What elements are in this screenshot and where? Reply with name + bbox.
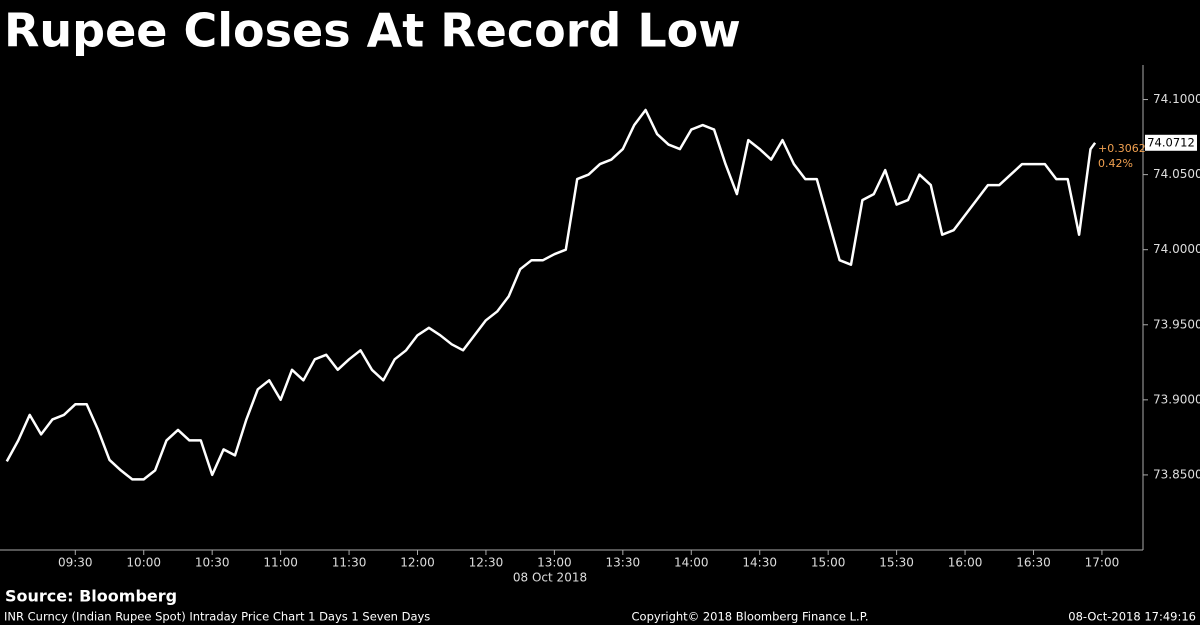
x-tick-label: 10:30: [195, 556, 230, 570]
x-tick-label: 09:30: [58, 556, 93, 570]
x-tick-label: 17:00: [1085, 556, 1120, 570]
footer-right: 08-Oct-2018 17:49:16: [1068, 610, 1196, 624]
x-tick-label: 11:00: [263, 556, 298, 570]
y-tick-label: 74.0000: [1153, 242, 1200, 256]
y-tick-label: 73.9000: [1153, 392, 1200, 406]
x-tick-label: 10:00: [126, 556, 161, 570]
change: +0.3062: [1098, 142, 1146, 155]
footer-left: INR Curncy (Indian Rupee Spot) Intraday …: [4, 610, 430, 624]
x-tick-label: 14:00: [674, 556, 709, 570]
price-line: [5, 108, 1097, 481]
change-pct: 0.42%: [1098, 157, 1133, 170]
x-tick-label: 15:00: [811, 556, 846, 570]
last-value-label: 74.0712: [1147, 135, 1195, 149]
x-tick-label: 16:30: [1016, 556, 1051, 570]
y-tick-label: 73.8500: [1153, 467, 1200, 481]
chart-title: Rupee Closes At Record Low: [4, 4, 741, 58]
x-tick-label: 12:00: [400, 556, 435, 570]
source: Source: Bloomberg: [5, 587, 177, 606]
y-tick-label: 73.9500: [1153, 317, 1200, 331]
x-tick-label: 15:30: [879, 556, 914, 570]
x-tick-label: 12:30: [469, 556, 504, 570]
y-tick-label: 74.0500: [1153, 167, 1200, 181]
x-axis-label: 08 Oct 2018: [513, 571, 587, 585]
x-tick-label: 14:30: [742, 556, 777, 570]
x-tick-label: 11:30: [332, 556, 367, 570]
x-tick-label: 13:00: [537, 556, 572, 570]
last-value-box: [1145, 134, 1197, 151]
y-tick-label: 74.1000: [1153, 92, 1200, 106]
footer-center: Copyright© 2018 Bloomberg Finance L.P.: [632, 610, 869, 624]
x-tick-label: 16:00: [948, 556, 983, 570]
x-tick-label: 13:30: [606, 556, 641, 570]
